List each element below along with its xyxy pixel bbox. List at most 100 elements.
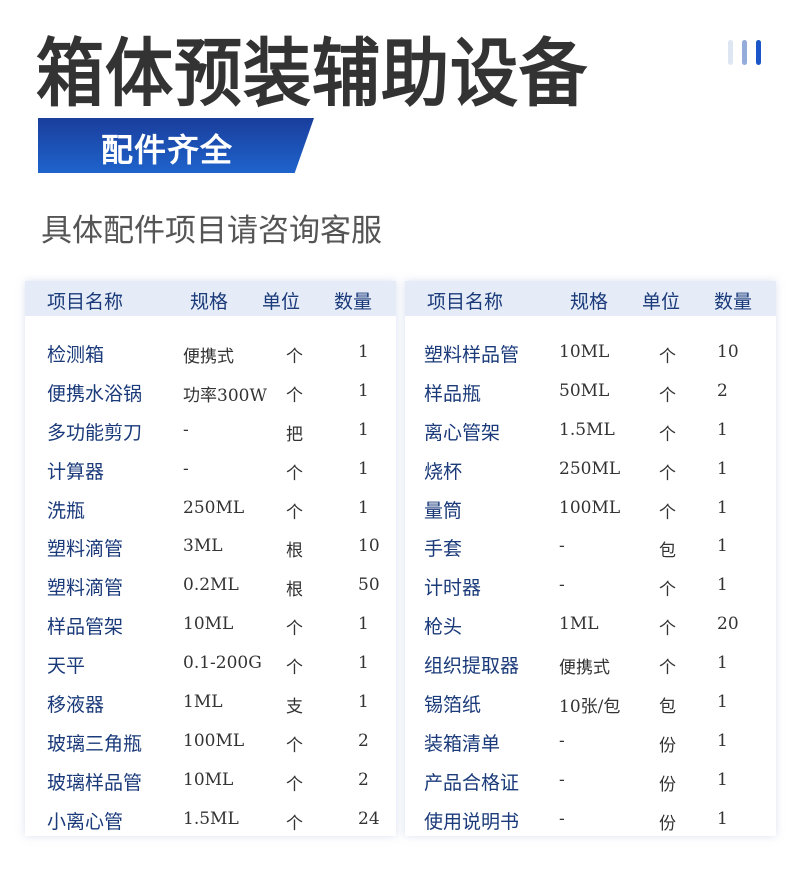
table-row: 量筒 100ML 个 1 (405, 498, 776, 554)
cell-qty: 2 (358, 769, 369, 790)
cell-name: 样品瓶 (424, 382, 482, 405)
table-row: 枪头 1ML 个 20 (405, 614, 776, 670)
table-header: 项目名称 规格 单位 数量 (405, 281, 776, 316)
cell-spec: - (559, 575, 565, 596)
cell-name: 烧杯 (424, 460, 463, 483)
cell-unit: 个 (286, 463, 303, 484)
cell-spec: 0.2ML (183, 575, 239, 596)
cell-unit: 份 (659, 735, 676, 756)
table-body: 检测箱 便携式个 1 便携水浴锅 功率300W 个 1 多功能剪刀 - 把 1 计算器 - 个 1 洗瓶 250… (25, 316, 396, 865)
subtitle: 具体配件项目请咨询客服 (41, 213, 382, 249)
cell-spec: - (559, 536, 565, 557)
cell-unit: 个 (659, 347, 676, 367)
cell-spec: 100ML (559, 497, 621, 518)
cell-unit: 份 (659, 813, 676, 834)
cell-qty: 1 (717, 536, 728, 557)
table-row: 检测箱 便携式 个 1 (25, 342, 396, 398)
cell-unit: 个 (659, 580, 676, 601)
table-row: 塑料样品管 10ML 个 10 (405, 342, 776, 398)
cell-unit: 个 (286, 658, 303, 679)
header-unit: 单位 (262, 291, 301, 313)
cell-unit: 支 (286, 697, 303, 718)
decor-bars-icon (728, 40, 761, 65)
cell-name: 天平 (47, 655, 86, 678)
cell-qty: 1 (358, 458, 369, 479)
table-body: 塑料样品管 10ML 个 10 样品瓶 50ML 个 2 离心管架 1.5ML 个 1 烧杯 250ML 个… (405, 316, 776, 865)
table-row: 洗瓶 250ML 个 1 (25, 498, 396, 554)
cell-unit: 个 (659, 619, 676, 640)
cell-spec: 1ML (559, 614, 599, 635)
table-header: 项目名称 规格 单位 数量 (25, 281, 396, 316)
cell-unit: 个 (286, 813, 303, 834)
cell-spec: 10张/包 (559, 697, 621, 718)
cell-qty: 1 (717, 730, 728, 751)
cell-qty: 1 (717, 769, 728, 790)
cell-unit: 个 (659, 424, 676, 445)
table-row: 装箱清单 - 份 1 (405, 731, 776, 787)
header-unit: 单位 (642, 291, 681, 313)
cell-name: 使用说明书 (424, 810, 520, 833)
table-row: 便携水浴锅 功率300W 个 1 (25, 381, 396, 437)
table-row: 计算器 - 个 1 (25, 459, 396, 515)
cell-spec: 250ML (183, 497, 245, 518)
cell-name: 离心管架 (424, 421, 501, 444)
cell-unit: 个 (286, 774, 303, 795)
cell-unit: 根 (286, 541, 303, 562)
cell-spec: 0.1-200G (183, 653, 262, 674)
cell-name: 枪头 (424, 616, 463, 639)
cell-unit: 个 (286, 347, 303, 367)
cell-spec: 50ML (559, 380, 610, 401)
cell-name: 检测箱 (47, 344, 105, 366)
header-qty: 数量 (334, 291, 373, 313)
cell-qty: 1 (717, 575, 728, 596)
cell-name: 装箱清单 (424, 732, 501, 755)
cell-spec: - (183, 458, 189, 479)
cell-qty: 10 (358, 536, 380, 557)
cell-spec: 10ML (183, 614, 234, 635)
table-row: 小离心管 1.5ML 个 24 (25, 809, 396, 865)
table-row: 玻璃样品管 10ML 个 2 (25, 770, 396, 826)
cell-qty: 1 (717, 497, 728, 518)
header-name: 项目名称 (427, 291, 504, 313)
cell-spec: - (183, 419, 189, 440)
cell-spec: 100ML (183, 730, 245, 751)
table-row: 塑料滴管 0.2ML 根 50 (25, 575, 396, 631)
cell-unit: 个 (286, 619, 303, 640)
cell-qty: 1 (358, 497, 369, 518)
header-spec: 规格 (190, 291, 229, 313)
cell-unit: 个 (286, 385, 303, 406)
table-row: 样品瓶 50ML 个 2 (405, 381, 776, 437)
cell-qty: 1 (717, 808, 728, 829)
cell-qty: 24 (358, 808, 380, 829)
cell-name: 锡箔纸 (424, 694, 482, 717)
cell-spec: 10ML (559, 342, 610, 362)
cell-name: 塑料滴管 (47, 577, 124, 600)
cell-spec: 便携式 (183, 347, 234, 367)
parts-table-left: 项目名称 规格 单位 数量 检测箱 便携式个 1 便携水浴锅 功率300W 个 1 多功能剪刀… (25, 281, 396, 836)
cell-unit: 个 (659, 463, 676, 484)
cell-name: 计时器 (424, 577, 482, 600)
cell-qty: 1 (717, 692, 728, 713)
cell-unit: 个 (659, 502, 676, 523)
page-title: 箱体预装辅助设备 (36, 31, 588, 117)
header-qty: 数量 (714, 291, 753, 313)
cell-spec: - (559, 769, 565, 790)
cell-unit: 份 (659, 774, 676, 795)
cell-name: 移液器 (47, 694, 105, 717)
cell-name: 计算器 (47, 460, 105, 483)
cell-qty: 10 (717, 342, 739, 362)
table-row: 天平 0.1-200G 个 1 (25, 653, 396, 709)
cell-unit: 包 (659, 541, 676, 562)
table-row: 组织提取器 便携式 个 1 (405, 653, 776, 709)
cell-unit: 根 (286, 580, 303, 601)
badge-label: 配件齐全 (101, 131, 234, 169)
cell-unit: 个 (286, 502, 303, 523)
cell-qty: 1 (717, 458, 728, 479)
table-row: 烧杯 250ML 个 1 (405, 459, 776, 515)
table-row: 玻璃三角瓶 100ML 个 2 (25, 731, 396, 787)
cell-unit: 个 (659, 658, 676, 679)
table-row: 手套 - 包 1 (405, 536, 776, 592)
cell-qty: 1 (358, 419, 369, 440)
cell-spec: 3ML (183, 536, 223, 557)
cell-spec: 功率300W (183, 385, 267, 406)
